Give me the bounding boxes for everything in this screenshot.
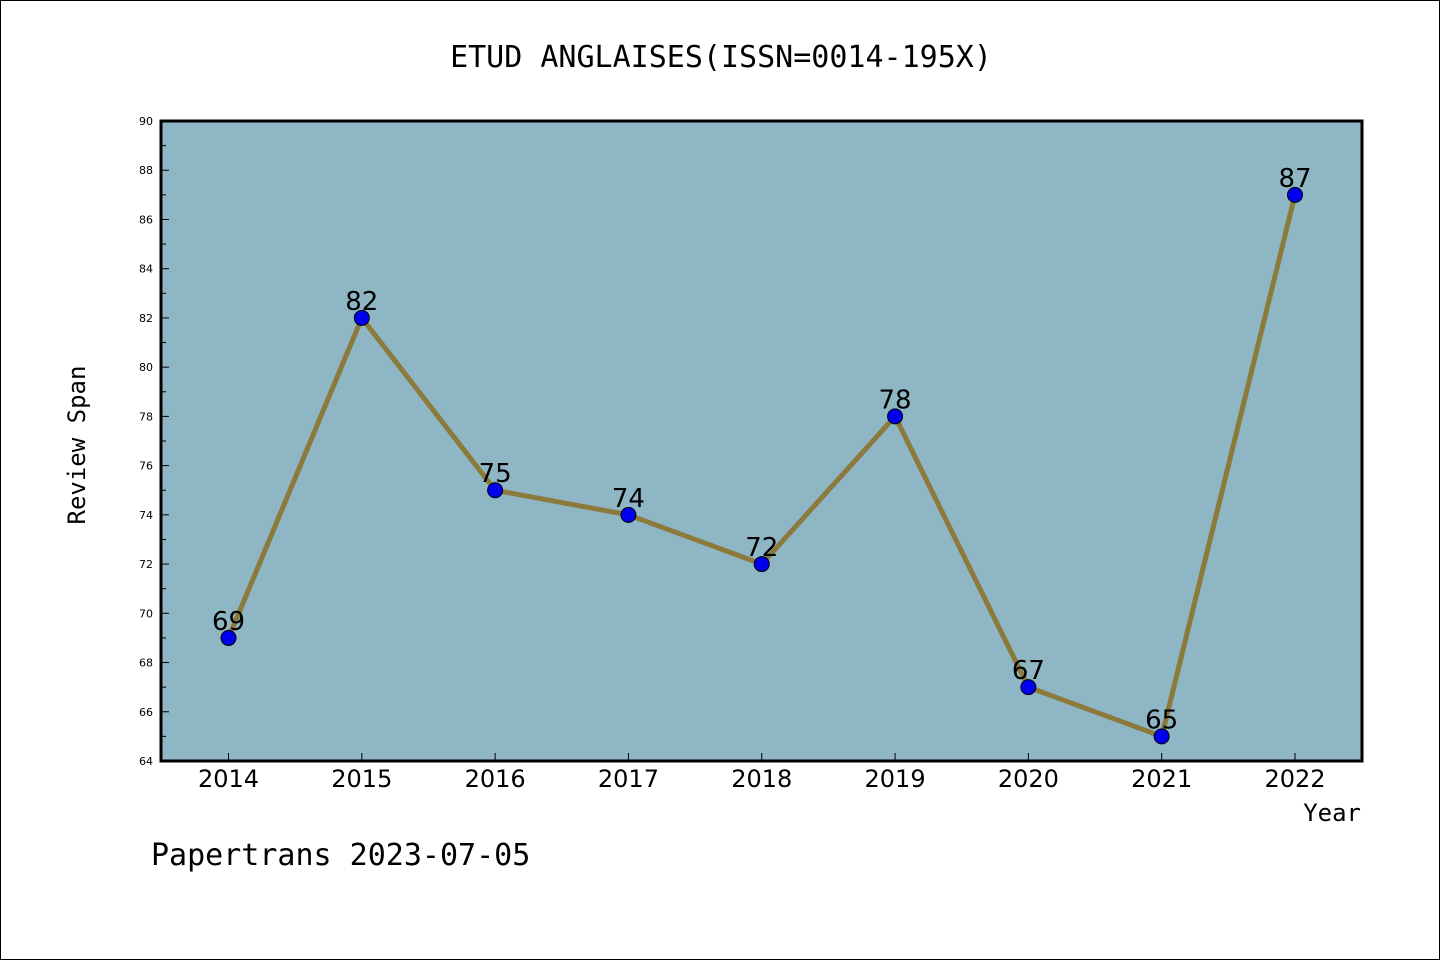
x-tick-label: 2015 [331,765,392,793]
x-axis-ticks: 2014 2015 2016 2017 2018 2019 2020 2021 2022 [198,753,1326,793]
data-label: 74 [612,484,645,514]
y-axis-ticks: 64 66 68 70 72 74 76 78 80 82 84 86 88 90 [139,115,169,768]
data-label: 65 [1145,705,1178,735]
x-tick-label: 2018 [731,765,792,793]
x-tick-label: 2014 [198,765,259,793]
data-label: 69 [212,607,245,637]
x-tick-label: 2022 [1264,765,1325,793]
plot-frame [159,119,1364,763]
data-point [1153,728,1170,745]
footer-credit: Papertrans 2023-07-05 [151,838,530,873]
y-tick-label: 80 [139,361,153,374]
y-tick-label: 72 [139,558,153,571]
y-tick-label: 68 [139,657,153,670]
y-tick-label: 78 [139,410,153,423]
x-tick-label: 2016 [465,765,526,793]
y-tick-label: 64 [139,755,153,768]
data-point [620,506,637,523]
y-tick-label: 90 [139,115,153,128]
data-point [887,408,904,425]
y-tick-label: 88 [139,164,153,177]
y-tick-label: 66 [139,706,153,719]
x-tick-label: 2020 [998,765,1059,793]
data-label: 75 [479,459,512,489]
y-tick-label: 70 [139,607,153,620]
data-label: 82 [345,287,378,317]
x-tick-label: 2021 [1131,765,1192,793]
y-axis-label: Review Span [63,366,91,525]
x-tick-label: 2019 [865,765,926,793]
data-label: 87 [1278,164,1311,194]
data-point [220,629,237,646]
points-layer [220,186,1303,745]
data-point [1287,186,1303,203]
y-tick-label: 84 [139,263,153,276]
y-tick-label: 74 [139,509,153,522]
x-axis-label: Year [1303,799,1361,827]
data-label: 78 [879,385,912,415]
plot-area [161,121,1362,761]
data-labels-layer: 69 82 75 74 72 78 67 65 87 [212,164,1312,736]
x-tick-label: 2017 [598,765,659,793]
chart-title: ETUD ANGLAISES(ISSN=0014-195X) [450,40,992,75]
data-label: 67 [1012,656,1045,686]
data-point [353,309,370,326]
y-tick-label: 86 [139,213,153,226]
data-point [753,556,770,573]
data-label: 72 [745,533,778,563]
y-tick-label: 82 [139,312,153,325]
data-point [1020,679,1037,696]
data-point [487,482,504,499]
y-tick-label: 76 [139,460,153,473]
